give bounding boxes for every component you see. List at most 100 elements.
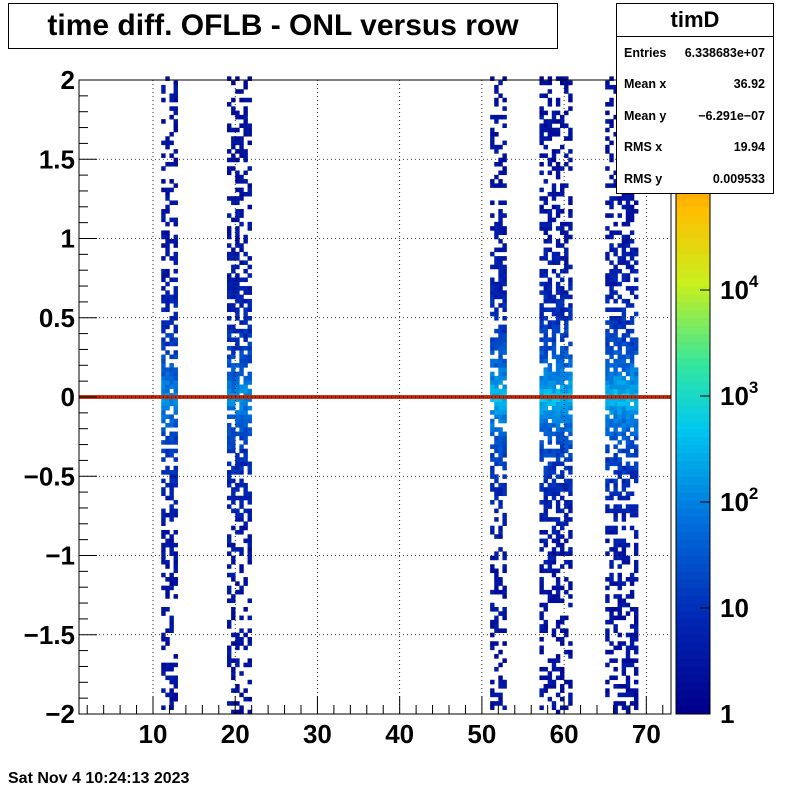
- heatmap-cell: [551, 431, 557, 437]
- heatmap-cell: [161, 217, 166, 223]
- heatmap-cell: [539, 705, 544, 711]
- stats-box: timD Entries 6.338683e+07 Mean x 36.92 M…: [616, 3, 774, 194]
- heatmap-cell: [239, 500, 244, 505]
- heatmap-cell: [568, 564, 573, 569]
- heatmap-cell: [613, 645, 618, 651]
- heatmap-cell: [617, 457, 622, 462]
- heatmap-cell: [621, 196, 627, 201]
- heatmap-cell: [539, 636, 544, 642]
- heatmap-cell: [235, 410, 240, 415]
- heatmap-cell: [494, 97, 499, 103]
- heatmap-cell: [547, 191, 553, 197]
- heatmap-cell: [613, 470, 618, 475]
- heatmap-cell: [539, 123, 544, 129]
- palette-segment: [676, 428, 710, 438]
- heatmap-cell: [560, 470, 565, 475]
- footer-timestamp: Sat Nov 4 10:24:13 2023: [8, 770, 190, 787]
- heatmap-cell: [543, 418, 548, 424]
- heatmap-cell: [564, 345, 569, 351]
- heatmap-cell: [494, 119, 499, 124]
- heatmap-cell: [247, 183, 252, 188]
- heatmap-cell: [173, 529, 178, 535]
- heatmap-cell: [502, 482, 507, 488]
- heatmap-cell: [494, 444, 499, 449]
- heatmap-cell: [161, 611, 166, 616]
- heatmap-cell: [555, 709, 561, 715]
- heatmap-cell: [173, 328, 178, 334]
- heatmap-cell: [555, 380, 561, 385]
- heatmap-cell: [231, 247, 236, 253]
- heatmap-cell: [629, 607, 635, 612]
- heatmap-cell: [613, 431, 618, 437]
- heatmap-cell: [490, 183, 495, 188]
- heatmap-cell: [629, 354, 635, 360]
- heatmap-cell: [568, 508, 573, 514]
- heatmap-cell: [543, 153, 548, 158]
- heatmap-cell: [169, 585, 174, 591]
- heatmap-cell: [227, 662, 232, 668]
- heatmap-cell: [173, 89, 178, 94]
- heatmap-cell: [502, 418, 507, 424]
- heatmap-cell: [555, 170, 561, 176]
- x-tick-label: 20: [221, 719, 250, 749]
- heatmap-cell: [634, 341, 639, 347]
- heatmap-cell: [634, 615, 639, 621]
- heatmap-cell: [613, 290, 618, 295]
- palette-segment: [676, 587, 710, 596]
- heatmap-cell: [227, 478, 232, 484]
- heatmap-cell: [243, 286, 248, 291]
- heatmap-cell: [539, 418, 544, 424]
- heatmap-cell: [235, 470, 240, 475]
- heatmap-cell: [490, 692, 495, 698]
- heatmap-cell: [490, 422, 495, 428]
- heatmap-cell: [568, 264, 573, 270]
- heatmap-cell: [173, 256, 178, 261]
- heatmap-cell: [161, 230, 166, 235]
- heatmap-cell: [605, 649, 610, 655]
- heatmap-cell: [539, 324, 544, 330]
- heatmap-cell: [547, 384, 553, 390]
- heatmap-cell: [494, 615, 499, 621]
- heatmap-cell: [621, 380, 627, 385]
- heatmap-cell: [568, 397, 573, 402]
- heatmap-cell: [231, 701, 236, 706]
- heatmap-cell: [634, 337, 639, 342]
- heatmap-cell: [621, 495, 627, 501]
- heatmap-cell: [605, 529, 610, 535]
- heatmap-cell: [227, 542, 232, 548]
- heatmap-cell: [629, 581, 635, 586]
- heatmap-cell: [169, 153, 174, 158]
- heatmap-cell: [494, 341, 499, 347]
- heatmap-cell: [560, 76, 565, 81]
- heatmap-cell: [161, 478, 166, 484]
- heatmap-cell: [539, 452, 544, 458]
- heatmap-cell: [498, 290, 503, 295]
- palette-segment: [676, 412, 710, 422]
- heatmap-cell: [543, 226, 548, 231]
- heatmap-cell: [568, 452, 573, 458]
- heatmap-cell: [173, 581, 178, 586]
- heatmap-cell: [617, 410, 622, 415]
- heatmap-cell: [625, 508, 631, 514]
- heatmap-cell: [490, 358, 495, 364]
- palette-label: 103: [720, 378, 758, 411]
- heatmap-cell: [539, 290, 544, 295]
- heatmap-cell: [543, 273, 548, 278]
- heatmap-cell: [502, 367, 507, 372]
- heatmap-cell: [568, 157, 573, 163]
- heatmap-cell: [490, 131, 495, 137]
- heatmap-cell: [539, 161, 544, 167]
- heatmap-cell: [227, 448, 232, 454]
- heatmap-cell: [564, 414, 569, 420]
- heatmap-cell: [169, 354, 174, 360]
- heatmap-cell: [543, 333, 548, 338]
- heatmap-cell: [502, 628, 507, 633]
- heatmap-cell: [239, 286, 244, 291]
- heatmap-cell: [564, 294, 569, 300]
- heatmap-cell: [235, 632, 240, 638]
- heatmap-cell: [239, 213, 244, 218]
- heatmap-cell: [605, 273, 610, 278]
- heatmap-cell: [568, 547, 573, 552]
- heatmap-cell: [243, 431, 248, 437]
- heatmap-cell: [502, 461, 507, 467]
